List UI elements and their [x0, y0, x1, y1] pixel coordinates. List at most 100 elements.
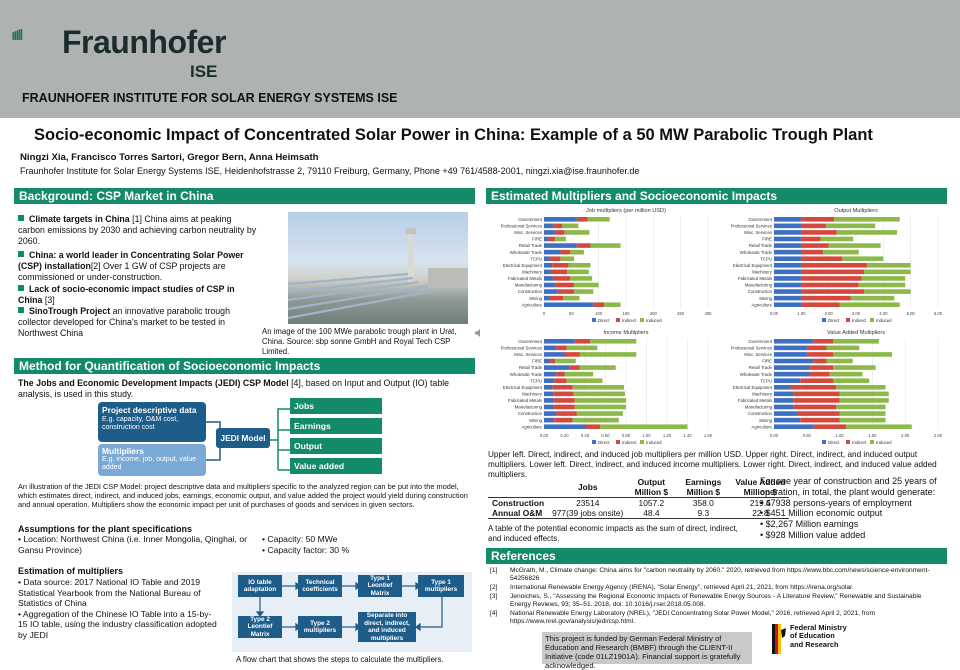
funding-note: This project is funded by German Federal… — [542, 632, 752, 670]
category-label: Mining — [759, 296, 772, 301]
bar-induced — [839, 411, 886, 416]
bar-indirect — [576, 216, 588, 222]
category-label: Retail Trade — [519, 243, 543, 248]
bar-induced — [823, 249, 859, 255]
bar-induced — [866, 262, 911, 268]
estimation-items: • Data source: 2017 National IO Table an… — [18, 577, 217, 640]
category-label: Construction — [518, 411, 543, 416]
x-tick-label: 150 — [623, 311, 631, 316]
bar-induced — [574, 282, 599, 288]
jedi-caption: An illustration of the JEDI CSP Model: p… — [18, 482, 468, 509]
reference-text: McGrath, M., Climate change: China aims … — [510, 567, 930, 582]
category-label: FIRE — [532, 359, 542, 364]
bar-direct — [774, 384, 791, 390]
bar-direct — [774, 269, 802, 275]
bar-indirect — [801, 302, 840, 308]
bar-direct — [544, 282, 555, 288]
bar-direct — [774, 236, 802, 242]
bar-direct — [544, 424, 585, 430]
assumption-location: Location: Northwest China (i.e. Inner Mo… — [18, 534, 247, 555]
bar-indirect — [554, 404, 575, 410]
legend-swatch — [822, 318, 826, 322]
bar-direct — [774, 276, 802, 281]
bar-induced — [826, 345, 860, 351]
fraunhofer-logo-icon — [12, 29, 23, 40]
bullet-bold: SinoTrough Project — [29, 306, 111, 316]
header-band — [0, 0, 960, 118]
bar-direct — [544, 216, 577, 222]
category-label: Electrical Equipment — [733, 385, 773, 390]
bullet-text: [1] China aims at peaking carbon emissio… — [18, 214, 257, 246]
x-tick-label: 1.00 — [797, 311, 806, 316]
category-label: Fabricated Metals — [738, 398, 772, 403]
bar-indirect — [790, 384, 837, 390]
bar-indirect — [569, 365, 580, 370]
jedi-output-earnings: Earnings — [290, 418, 382, 434]
reference-text: International Renewable Energy Agency (I… — [510, 584, 854, 591]
bar-induced — [833, 365, 876, 370]
bar-direct — [774, 352, 807, 357]
assumptions-left: • Location: Northwest China (i.e. Inner … — [18, 534, 247, 555]
affiliation: Fraunhofer Institute for Solar Energy Sy… — [20, 166, 640, 176]
bar-direct — [774, 365, 811, 370]
bar-direct — [774, 371, 811, 377]
bar-direct — [544, 345, 557, 351]
table-cell: 219.5 — [749, 498, 771, 508]
category-label: Retail Trade — [749, 365, 773, 370]
bar-direct — [544, 378, 555, 384]
ministry-line: of Education — [790, 631, 835, 641]
background-bullet: Climate targets in China [1] China aims … — [18, 214, 258, 246]
legend-swatch — [616, 318, 620, 322]
summary-items: • 47938 persons-years of employment • $45… — [760, 498, 950, 541]
bar-induced — [566, 378, 603, 384]
reference-number: [2] — [490, 584, 498, 591]
bar-induced — [560, 256, 575, 262]
bar-direct — [544, 262, 553, 268]
bar-indirect — [810, 371, 830, 377]
multipliers-text: E.g. income, job, output, value added — [102, 456, 197, 471]
x-tick-label: 50 — [569, 311, 574, 316]
bar-indirect — [801, 262, 867, 268]
bar-indirect — [793, 398, 840, 403]
bar-direct — [544, 338, 575, 344]
bar-induced — [833, 338, 879, 344]
category-label: Agriculture — [751, 302, 772, 307]
multiplier-charts: Job multipliers (per million USD) 0 50 100 1… — [501, 208, 943, 445]
x-tick-label: 0.20 — [560, 433, 569, 438]
bar-induced — [572, 417, 619, 423]
bar-direct — [774, 223, 802, 229]
legend-label: Induced — [876, 318, 892, 323]
bar-induced — [820, 236, 854, 242]
institute-name: FRAUNHOFER INSTITUTE FOR SOLAR ENERGY SY… — [22, 91, 398, 105]
bar-direct — [774, 424, 814, 430]
bar-direct — [544, 269, 551, 275]
bar-direct — [544, 398, 555, 403]
summary-item: • $928 Million value added — [760, 529, 866, 540]
bar-induced — [839, 417, 886, 423]
category-label: Fabricated Metals — [738, 276, 772, 281]
bar-direct — [774, 411, 797, 416]
bar-indirect — [554, 378, 567, 384]
bar-indirect — [552, 262, 569, 268]
category-label: Wholesale Trade — [510, 250, 543, 255]
x-tick-label: 0.00 — [770, 433, 779, 438]
bar-indirect — [793, 404, 837, 410]
bar-indirect — [557, 289, 575, 294]
category-label: FIRE — [762, 237, 772, 242]
reference-number: [1] — [490, 567, 498, 574]
bar-direct — [544, 230, 555, 235]
category-label: Manufacturing — [745, 283, 773, 288]
category-label: Government — [748, 339, 772, 344]
x-tick-label: 4.00 — [879, 311, 888, 316]
bar-induced — [555, 358, 576, 364]
legend-label: Direct — [828, 440, 840, 445]
category-label: Machinery — [752, 270, 773, 275]
category-label: Professional Services — [731, 224, 772, 229]
ministry-line: Federal Ministry — [790, 623, 847, 632]
estimation-item-source: Data source: 2017 National IO Table and … — [18, 577, 201, 608]
chart-title: Output Multipliers — [834, 208, 878, 214]
speaker-icon[interactable] — [474, 328, 484, 338]
bar-direct — [544, 249, 561, 255]
bar-induced — [836, 384, 886, 390]
category-label: Construction — [518, 289, 543, 294]
